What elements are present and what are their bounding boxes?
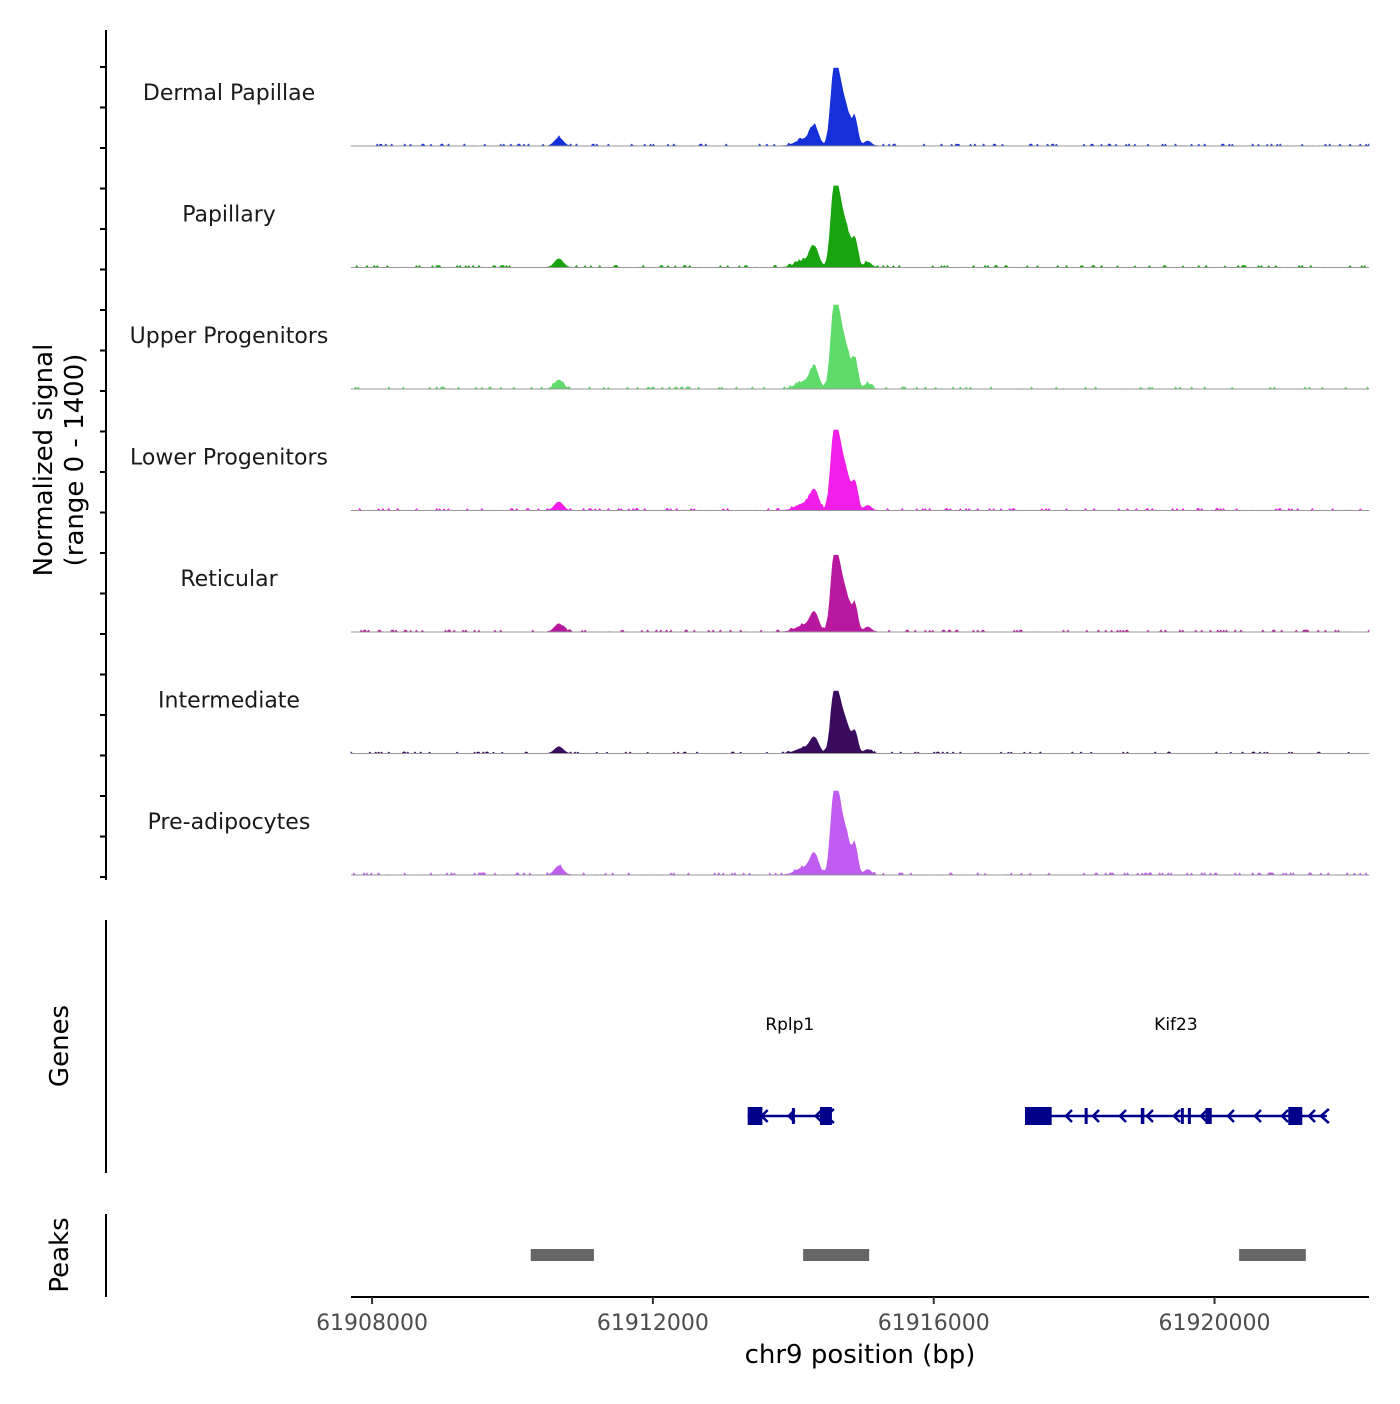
coverage-area bbox=[350, 67, 1370, 147]
x-tick-label: 61916000 bbox=[878, 1311, 990, 1336]
track-intermediate: Intermediate bbox=[158, 689, 1370, 754]
coverage-y-ticks bbox=[100, 66, 106, 878]
peak-regions bbox=[530, 1249, 1306, 1261]
track-label: Pre-adipocytes bbox=[148, 810, 311, 835]
gene-rplp1: Rplp1 bbox=[747, 1015, 835, 1125]
track-dermal-papillae: Dermal Papillae bbox=[143, 67, 1370, 147]
y-axis-title-line1: Normalized signal bbox=[29, 344, 59, 577]
peak-region bbox=[530, 1249, 594, 1261]
track-pre-adipocytes: Pre-adipocytes bbox=[148, 790, 1370, 876]
y-axis-title-line2: (range 0 - 1400) bbox=[60, 354, 90, 567]
gene-exon bbox=[1288, 1107, 1303, 1125]
x-tick-label: 61908000 bbox=[316, 1311, 428, 1336]
strand-arrow bbox=[813, 1109, 823, 1123]
strand-arrow bbox=[1280, 1109, 1289, 1123]
gene-annotations: Rplp1 Kif23 bbox=[747, 1015, 1330, 1125]
x-axis-title: chr9 position (bp) bbox=[745, 1340, 976, 1370]
coverage-tracks: Dermal Papillae Papillary Upper Progenitor… bbox=[130, 67, 1370, 876]
strand-arrow bbox=[1307, 1109, 1316, 1123]
strand-arrow bbox=[1145, 1109, 1154, 1123]
coverage-area bbox=[351, 185, 1369, 268]
strand-arrow bbox=[1226, 1109, 1235, 1123]
gene-label: Rplp1 bbox=[765, 1015, 814, 1035]
peak-region bbox=[1239, 1249, 1306, 1261]
gene-kif23: Kif23 bbox=[1024, 1015, 1330, 1125]
strand-arrow bbox=[1253, 1109, 1262, 1123]
x-tick-label: 61912000 bbox=[597, 1311, 709, 1336]
gene-exon bbox=[791, 1108, 795, 1124]
gene-exon bbox=[1024, 1107, 1052, 1125]
gene-exon bbox=[1180, 1108, 1184, 1124]
y-axis-title: Normalized signal (range 0 - 1400) bbox=[29, 344, 90, 577]
coverage-area bbox=[350, 554, 1370, 633]
strand-arrow bbox=[1091, 1109, 1100, 1123]
x-axis-ticks: 61908000 61912000 61916000 61920000 bbox=[316, 1297, 1271, 1336]
track-label: Upper Progenitors bbox=[130, 324, 329, 349]
strand-arrow bbox=[1199, 1109, 1208, 1123]
gene-exon bbox=[1187, 1108, 1191, 1124]
track-label: Reticular bbox=[180, 567, 278, 592]
track-label: Lower Progenitors bbox=[130, 446, 328, 471]
strand-arrow bbox=[1064, 1109, 1073, 1123]
track-lower-progenitors: Lower Progenitors bbox=[130, 429, 1370, 511]
strand-arrow bbox=[1318, 1108, 1330, 1124]
track-label: Intermediate bbox=[158, 689, 300, 714]
peak-region bbox=[803, 1249, 870, 1261]
gene-label: Kif23 bbox=[1154, 1015, 1198, 1035]
gene-exon bbox=[747, 1107, 763, 1125]
genes-panel-label: Genes bbox=[45, 1005, 75, 1087]
gene-exon bbox=[1084, 1108, 1088, 1124]
gene-exon bbox=[1205, 1108, 1212, 1124]
gene-exon bbox=[819, 1107, 832, 1125]
coverage-area bbox=[351, 790, 1370, 876]
strand-arrow bbox=[1172, 1109, 1181, 1123]
coverage-area bbox=[350, 429, 1370, 511]
track-papillary: Papillary bbox=[182, 185, 1369, 268]
track-label: Papillary bbox=[182, 203, 276, 228]
strand-arrow bbox=[1118, 1109, 1127, 1123]
x-tick-label: 61920000 bbox=[1159, 1311, 1271, 1336]
track-reticular: Reticular bbox=[180, 554, 1370, 633]
peaks-panel-label: Peaks bbox=[45, 1217, 75, 1292]
coverage-area bbox=[350, 304, 1370, 390]
coverage-area bbox=[350, 690, 1370, 754]
track-label: Dermal Papillae bbox=[143, 81, 315, 106]
track-upper-progenitors: Upper Progenitors bbox=[130, 304, 1370, 390]
gene-exon bbox=[1140, 1108, 1145, 1124]
